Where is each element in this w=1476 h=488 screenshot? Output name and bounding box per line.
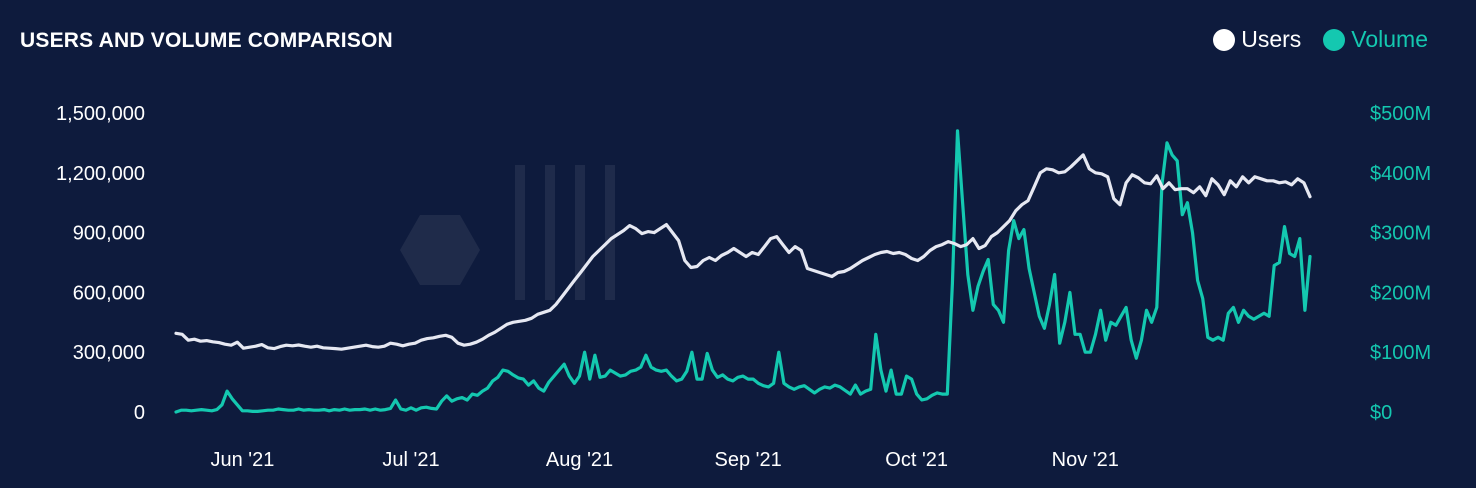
series-line-volume [174,129,1312,414]
series-line-users [174,153,1312,351]
watermark-logo [400,165,615,300]
y-right-tick-label: $300M [1370,223,1431,245]
x-axis: Jun '21 Jul '21 Aug '21 Sep '21 Oct '21 Nov '… [210,449,1118,471]
legend-label-volume: Volume [1351,26,1428,52]
legend-item-volume[interactable]: Volume [1323,26,1428,53]
x-tick-label: Aug '21 [546,449,613,471]
x-tick-label: Nov '21 [1052,449,1119,471]
legend-item-users[interactable]: Users [1213,26,1301,53]
legend: Users Volume [1213,26,1428,53]
legend-label-users: Users [1241,26,1302,52]
y-axis-right: $0 $100M $200M $300M $400M $500M [1370,103,1431,424]
series-layer [174,129,1312,414]
legend-dot-users [1213,28,1236,51]
y-left-tick-label: 1,500,000 [56,103,145,125]
y-right-tick-label: $200M [1370,282,1431,304]
y-left-tick-label: 1,200,000 [56,163,145,185]
y-right-tick-label: $500M [1370,103,1431,125]
chart-title: USERS AND VOLUME COMPARISON [20,29,393,52]
x-tick-label: Sep '21 [714,449,781,471]
legend-dot-volume [1323,28,1346,51]
y-right-tick-label: $400M [1370,163,1431,185]
y-axis-left: 0 300,000 600,000 900,000 1,200,000 1,500,000 [56,103,145,424]
x-tick-label: Jun '21 [210,449,274,471]
y-left-tick-label: 900,000 [73,223,145,245]
y-left-tick-label: 600,000 [73,282,145,304]
y-right-tick-label: $100M [1370,342,1431,364]
x-tick-label: Oct '21 [885,449,948,471]
y-left-tick-label: 0 [134,402,145,424]
x-tick-label: Jul '21 [382,449,439,471]
y-left-tick-label: 300,000 [73,342,145,364]
y-right-tick-label: $0 [1370,402,1392,424]
